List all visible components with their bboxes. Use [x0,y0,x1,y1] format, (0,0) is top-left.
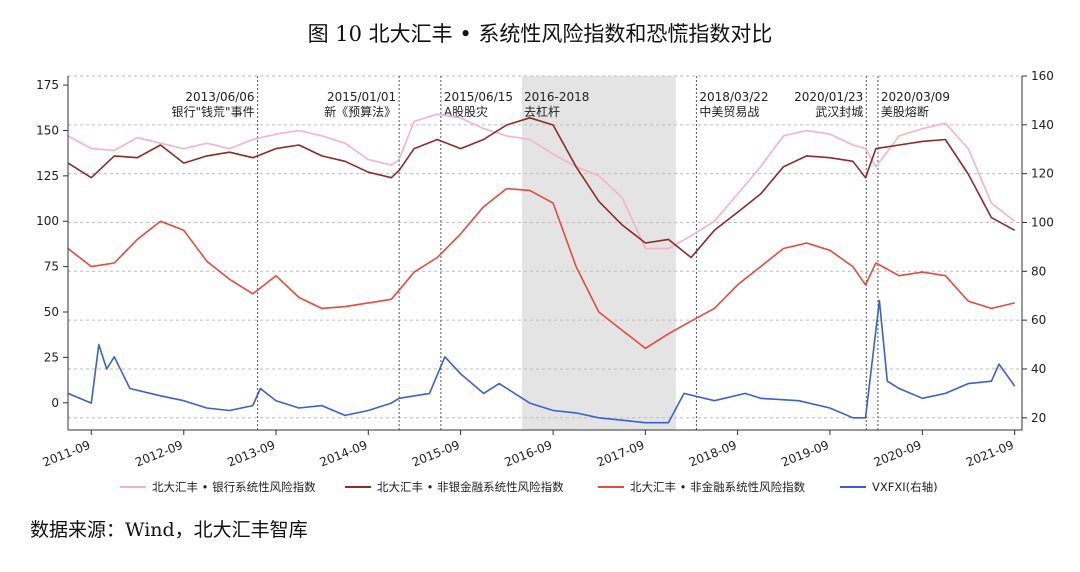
y-right-tick-label: 80 [1031,264,1046,278]
event-label: 2018/03/22 [699,90,768,104]
shaded-period-label: 去杠杆 [524,104,560,119]
series-layer [67,113,1016,424]
shaded-period-label: 2016-2018 [524,90,589,104]
event-label: 2020/03/09 [881,90,950,104]
y-left-tick-label: 0 [51,396,59,410]
event-label: 2013/06/06 [185,90,254,104]
figure-title: 图 10 北大汇丰 • 系统性风险指数和恐慌指数对比 [307,22,773,46]
y-right-tick-label: 60 [1031,313,1046,327]
series-line-2 [67,117,1016,259]
legend-label-1: 北大汇丰 • 银行系统性风险指数 [152,480,316,494]
event-label: 武汉封城 [815,105,863,119]
y-left-tick-label: 125 [36,169,59,183]
x-tick-label: 2011-09 [41,438,93,470]
x-tick-label: 2021-09 [964,438,1016,470]
y-left-tick-label: 75 [44,260,59,274]
event-label: 中美贸易战 [699,104,759,119]
shaded-period [521,76,676,430]
x-tick-label: 2013-09 [225,438,277,470]
x-tick-label: 2015-09 [410,438,462,470]
event-label: 2020/01/23 [794,90,863,104]
x-tick-label: 2017-09 [595,438,647,470]
y-right-tick-label: 40 [1031,362,1046,376]
x-tick-label: 2014-09 [318,438,370,470]
x-tick-label: 2020-09 [872,438,924,470]
grid-layer [68,75,1022,419]
x-tick-label: 2018-09 [687,438,739,470]
series-line-4 [67,299,1016,424]
y-left-tick-label: 175 [36,78,59,92]
y-right-tick-label: 20 [1031,411,1046,425]
event-label: 新《预算法》 [324,104,396,119]
x-tick-label: 2016-09 [502,438,554,470]
event-label: 银行"钱荒"事件 [172,104,255,119]
series-line-3 [67,187,1015,350]
y-left-tick-label: 50 [44,305,59,319]
y-left-tick-label: 150 [36,123,59,137]
legend: 北大汇丰 • 银行系统性风险指数 北大汇丰 • 非银金融系统性风险指数 北大汇丰 •… [120,480,938,494]
y-right-tick-label: 120 [1031,167,1054,181]
x-tick-label: 2012-09 [133,438,185,470]
legend-label-4: VXFXI(右轴) [872,480,938,494]
x-tick-label: 2019-09 [779,438,831,470]
y-left-tick-label: 100 [36,214,59,228]
event-label: A股股灾 [444,104,488,119]
source-note: 数据来源：Wind，北大汇丰智库 [30,519,308,541]
event-label: 2015/01/01 [327,90,396,104]
legend-label-2: 北大汇丰 • 非银金融系统性风险指数 [377,480,564,494]
legend-label-3: 北大汇丰 • 非金融系统性风险指数 [630,480,806,494]
event-label: 美股熔断 [881,104,929,119]
event-label: 2015/06/15 [444,90,513,104]
y-right-tick-label: 160 [1031,69,1054,83]
y-right-tick-label: 100 [1031,215,1054,229]
y-left-tick-label: 25 [44,350,59,364]
series-line-1 [67,113,1016,250]
y-right-tick-label: 140 [1031,118,1054,132]
